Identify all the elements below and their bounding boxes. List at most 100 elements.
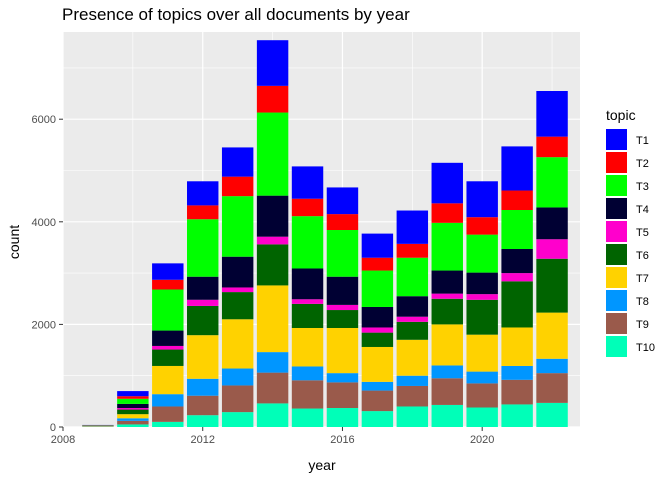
bar-segment-t9 (292, 380, 323, 408)
bar-segment-t10 (536, 403, 567, 427)
bar-segment-t8 (117, 418, 148, 421)
bar-segment-t4 (536, 207, 567, 239)
bar-segment-t2 (152, 280, 183, 290)
bar-segment-t4 (257, 196, 288, 237)
bar-segment-t5 (117, 408, 148, 410)
y-axis-label: count (6, 225, 22, 259)
bar-segment-t4 (327, 277, 358, 305)
bar-segment-t3 (117, 399, 148, 404)
bar-segment-t9 (257, 373, 288, 404)
x-tick-label: 2020 (470, 434, 494, 446)
legend-key-t4 (606, 198, 627, 219)
bar-segment-t6 (397, 322, 428, 340)
legend-key-t5 (606, 221, 627, 242)
legend-label-t7: T7 (636, 273, 649, 285)
bar-segment-t8 (362, 382, 393, 391)
bar-segment-t4 (432, 271, 463, 294)
bar-segment-t3 (501, 210, 532, 249)
bar-segment-t9 (117, 421, 148, 425)
bar-segment-t2 (397, 244, 428, 258)
bar-segment-t5 (501, 273, 532, 281)
bar-segment-t10 (327, 408, 358, 427)
bar-segment-t2 (292, 199, 323, 216)
bar-segment-t7 (536, 313, 567, 359)
bar-segment-t1 (222, 147, 253, 176)
bar-segment-t10 (397, 406, 428, 427)
legend-label-t4: T4 (636, 204, 649, 216)
bar-segment-t2 (222, 177, 253, 196)
bar-segment-t8 (397, 376, 428, 386)
chart-title: Presence of topics over all documents by… (62, 5, 410, 24)
bar-segment-t7 (362, 347, 393, 382)
bar-segment-t7 (117, 414, 148, 418)
bar-segment-t3 (222, 196, 253, 257)
legend-label-t3: T3 (636, 181, 649, 193)
bar-segment-t6 (362, 333, 393, 347)
bar-segment-t1 (501, 146, 532, 190)
bar-segment-t1 (117, 391, 148, 396)
bar-segment-t1 (362, 234, 393, 258)
bar-segment-t8 (187, 379, 218, 396)
bar-segment-t6 (292, 304, 323, 328)
bar-segment-t8 (536, 359, 567, 373)
bar-segment-t5 (327, 305, 358, 310)
bar-segment-t10 (257, 403, 288, 427)
legend-key-t9 (606, 313, 627, 334)
bar-segment-t7 (466, 335, 497, 372)
bar-segment-t7 (501, 327, 532, 365)
bar-segment-t1 (187, 181, 218, 205)
x-axis-label: year (308, 457, 336, 473)
bar-segment-t4 (362, 307, 393, 328)
legend-key-t8 (606, 290, 627, 311)
bar-segment-t3 (397, 258, 428, 296)
bar-segment-t7 (292, 328, 323, 366)
bar-segment-t5 (187, 300, 218, 306)
bar-segment-t1 (292, 166, 323, 198)
bar-segment-t8 (292, 366, 323, 380)
y-tick-label: 6000 (32, 114, 56, 126)
x-tick-label: 2012 (190, 434, 214, 446)
y-tick-label: 2000 (32, 319, 56, 331)
bar-segment-t10 (501, 404, 532, 427)
legend-label-t9: T9 (636, 319, 649, 331)
bar-segment-t3 (257, 113, 288, 196)
bar-segment-t4 (501, 249, 532, 273)
bar-segment-t4 (292, 268, 323, 299)
bar-segment-t7 (257, 285, 288, 352)
bar-segment-t3 (187, 219, 218, 276)
legend-title: topic (606, 107, 636, 123)
bar-segment-t5 (432, 294, 463, 299)
legend-key-t2 (606, 152, 627, 173)
bar-segment-t7 (187, 335, 218, 379)
legend-label-t2: T2 (636, 158, 649, 170)
bar-segment-t2 (362, 258, 393, 271)
bar-segment-t2 (117, 396, 148, 399)
bar-segment-t2 (536, 137, 567, 158)
bar-segment-t6 (501, 281, 532, 327)
bar-segment-t1 (536, 91, 567, 137)
bar-segment-t5 (152, 346, 183, 350)
bar-segment-t8 (432, 365, 463, 378)
bar-segment-t8 (327, 373, 358, 382)
bar-segment-t3 (432, 223, 463, 271)
bar-segment-t4 (187, 277, 218, 300)
legend-key-t6 (606, 244, 627, 265)
bar-segment-t2 (466, 217, 497, 234)
bar-segment-t3 (536, 157, 567, 207)
bar-segment-t10 (466, 408, 497, 427)
bar-segment-t5 (536, 239, 567, 258)
bar-segment-t7 (222, 319, 253, 368)
bar-segment-t9 (152, 406, 183, 421)
bar-segment-t3 (327, 230, 358, 277)
y-tick-label: 4000 (32, 217, 56, 229)
bar-segment-t8 (152, 394, 183, 406)
bar-segment-t7 (432, 324, 463, 365)
bar-segment-t8 (466, 372, 497, 384)
bar-segment-t9 (222, 385, 253, 412)
bar-segment-t5 (222, 287, 253, 292)
bar-segment-t2 (327, 214, 358, 230)
